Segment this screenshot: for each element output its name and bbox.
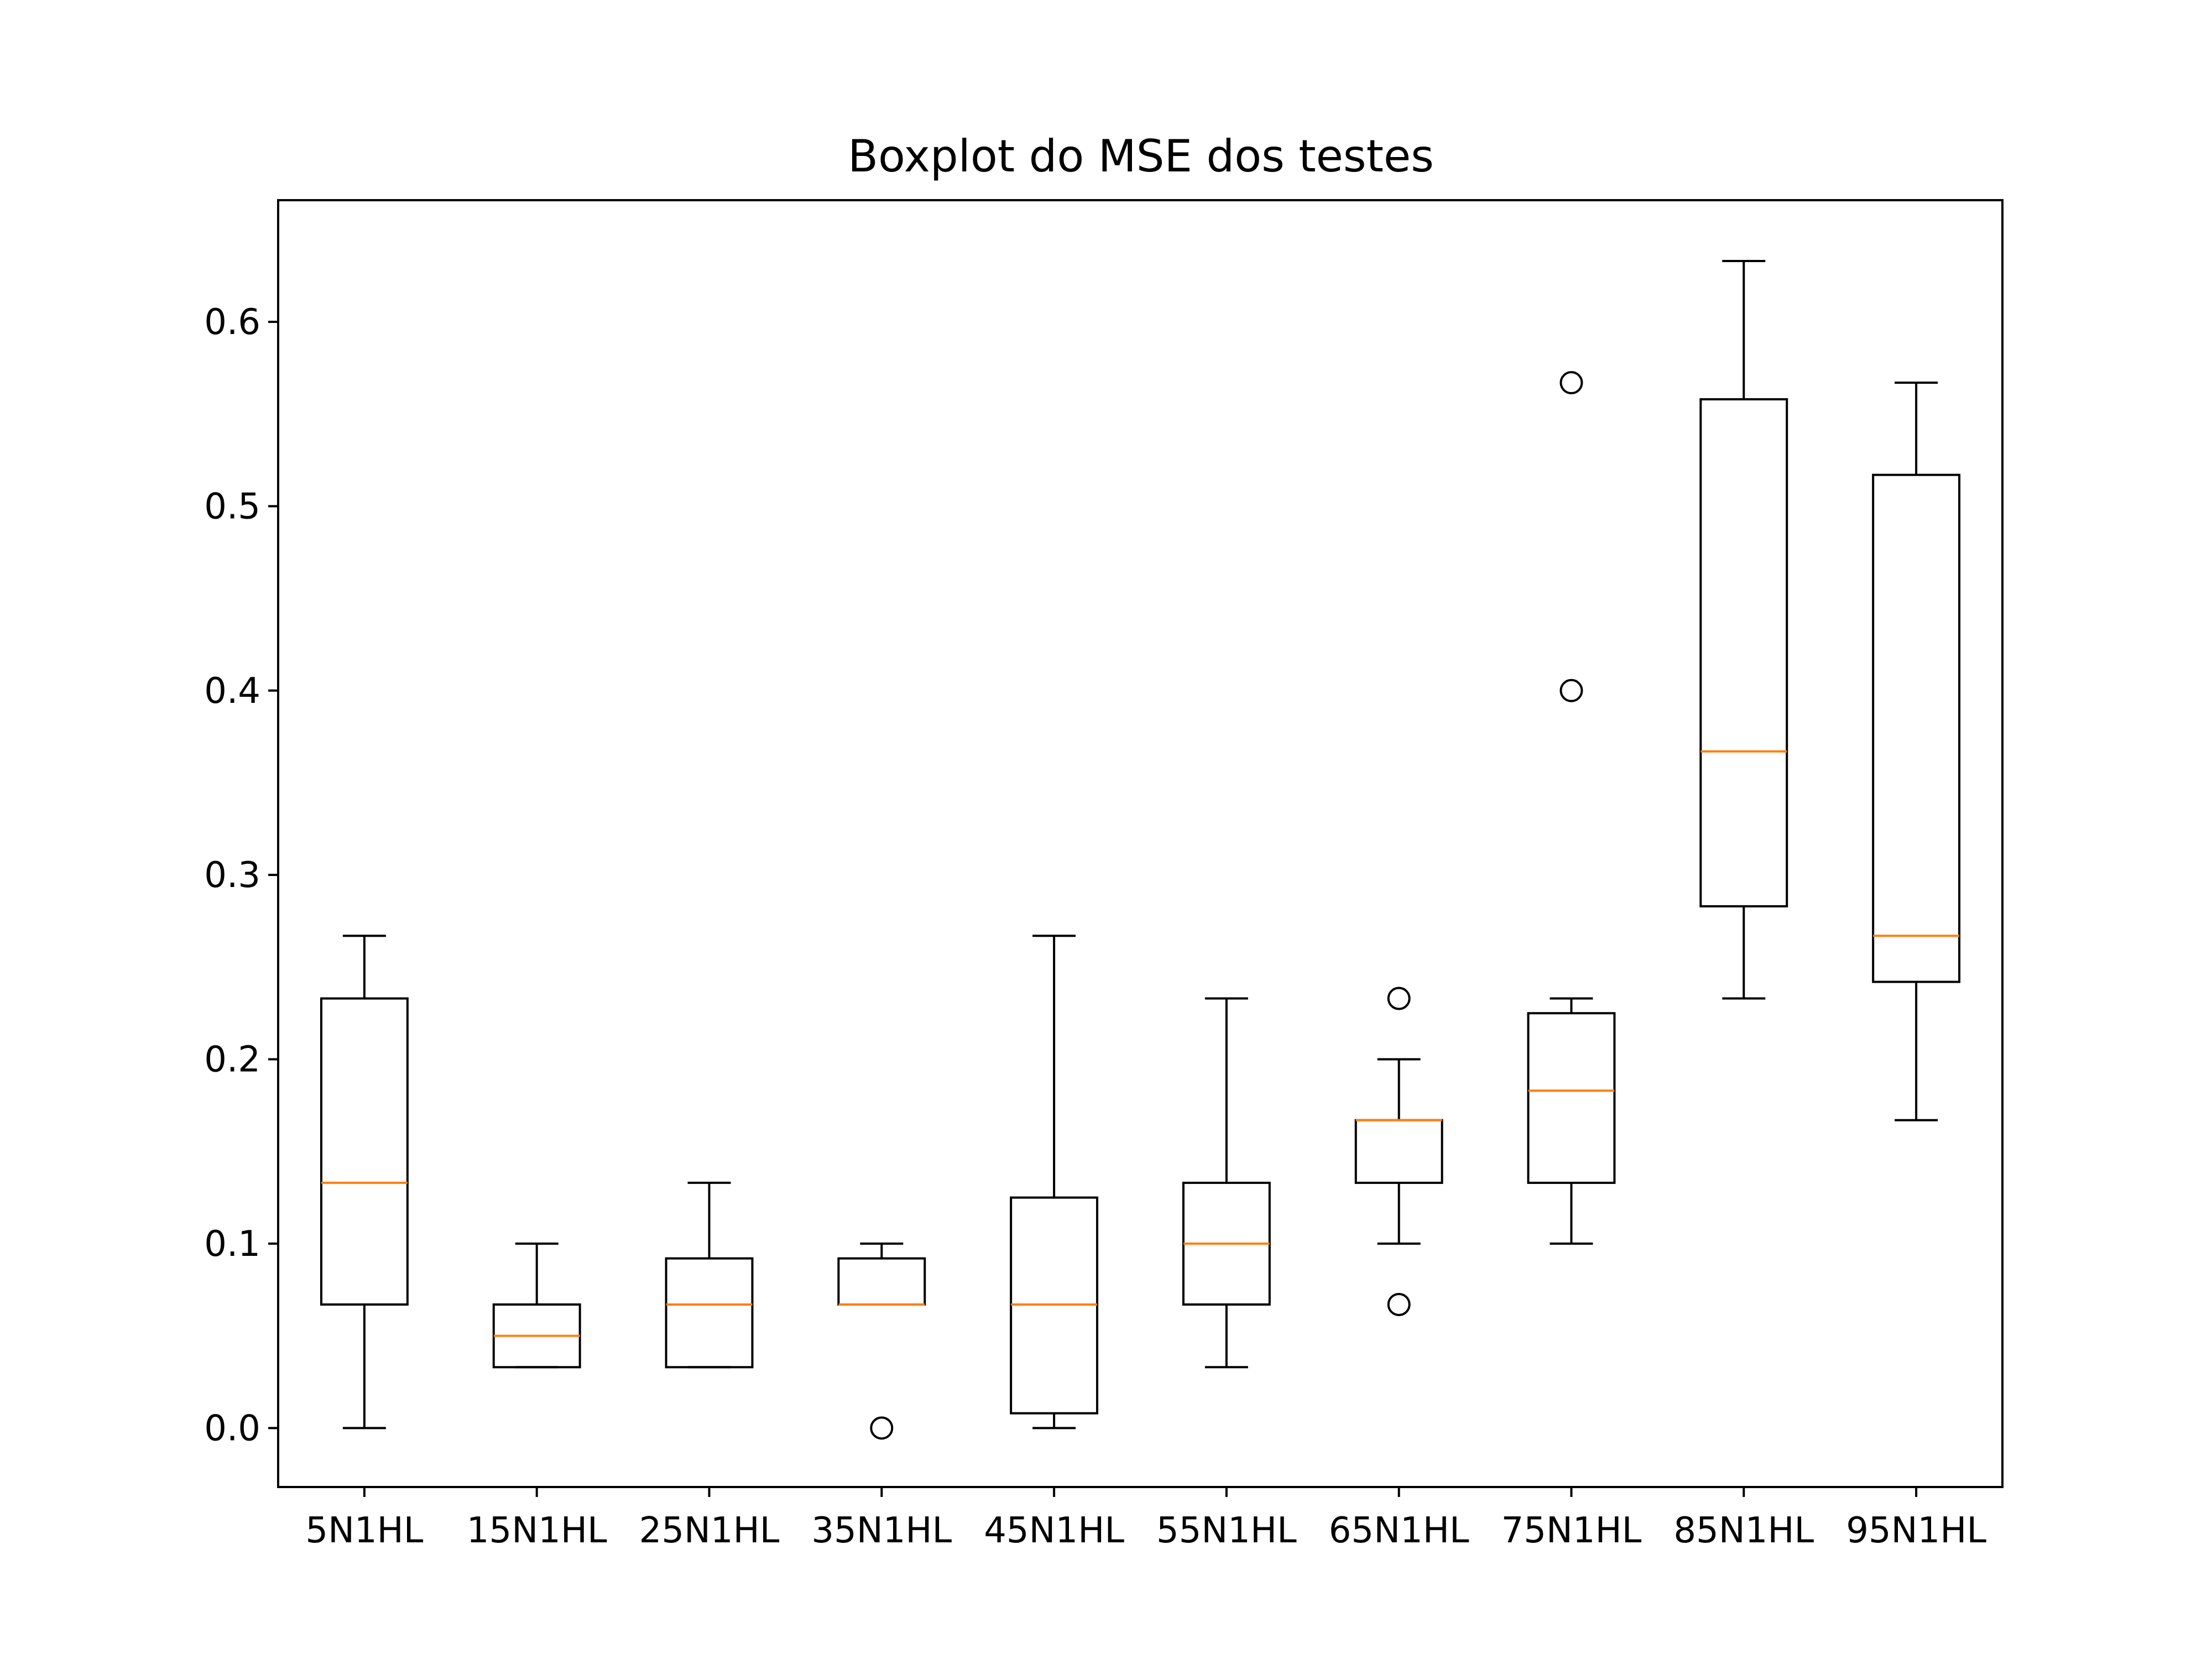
box-group: [492, 1242, 581, 1369]
axes-frame: [277, 199, 2004, 1488]
x-tick-label: 65N1HL: [1329, 1510, 1469, 1551]
outlier-point: [1559, 679, 1583, 702]
box-group: [665, 1181, 754, 1369]
y-tick-label: 0.6: [204, 302, 260, 343]
outlier-point: [870, 1416, 894, 1440]
x-tick-label: 35N1HL: [811, 1510, 952, 1551]
box-group: [1354, 987, 1443, 1316]
x-tick-label: 5N1HL: [305, 1510, 423, 1551]
box-group: [320, 935, 409, 1430]
x-tick-label: 85N1HL: [1673, 1510, 1814, 1551]
x-tick-label: 55N1HL: [1156, 1510, 1297, 1551]
x-tick-label: 15N1HL: [467, 1510, 607, 1551]
x-tick-label: 25N1HL: [639, 1510, 780, 1551]
box-group: [1699, 260, 1788, 1000]
y-tick-label: 0.2: [204, 1040, 260, 1081]
plot-area: [320, 260, 1961, 1440]
x-tick-label: 45N1HL: [984, 1510, 1124, 1551]
box-group: [837, 1242, 926, 1440]
y-axis: 0.0 0.1 0.2 0.3 0.4 0.5 0.6: [204, 302, 278, 1449]
box-iqr: [1527, 1012, 1616, 1184]
box-iqr: [320, 997, 409, 1306]
box-group: [1527, 371, 1616, 1245]
box-iqr: [665, 1257, 754, 1369]
y-tick-label: 0.5: [204, 486, 260, 527]
outlier-point: [1387, 987, 1411, 1010]
box-group: [1182, 997, 1271, 1369]
box-iqr: [1872, 473, 1961, 983]
x-tick-label: 95N1HL: [1846, 1510, 1986, 1551]
outlier-point: [1559, 371, 1583, 395]
chart-title: Boxplot do MSE dos testes: [848, 131, 1434, 182]
box-group: [1872, 382, 1961, 1121]
y-tick-label: 0.1: [204, 1224, 260, 1265]
box-iqr: [1699, 398, 1788, 907]
box-group: [1010, 935, 1099, 1430]
y-tick-label: 0.0: [204, 1408, 260, 1449]
y-tick-label: 0.4: [204, 671, 260, 712]
x-tick-label: 75N1HL: [1501, 1510, 1642, 1551]
x-axis: 5N1HL 15N1HL 25N1HL 35N1HL 45N1HL 55N1HL 65N1H…: [305, 1487, 1986, 1551]
outlier-point: [1387, 1292, 1411, 1316]
y-tick-label: 0.3: [204, 855, 260, 896]
